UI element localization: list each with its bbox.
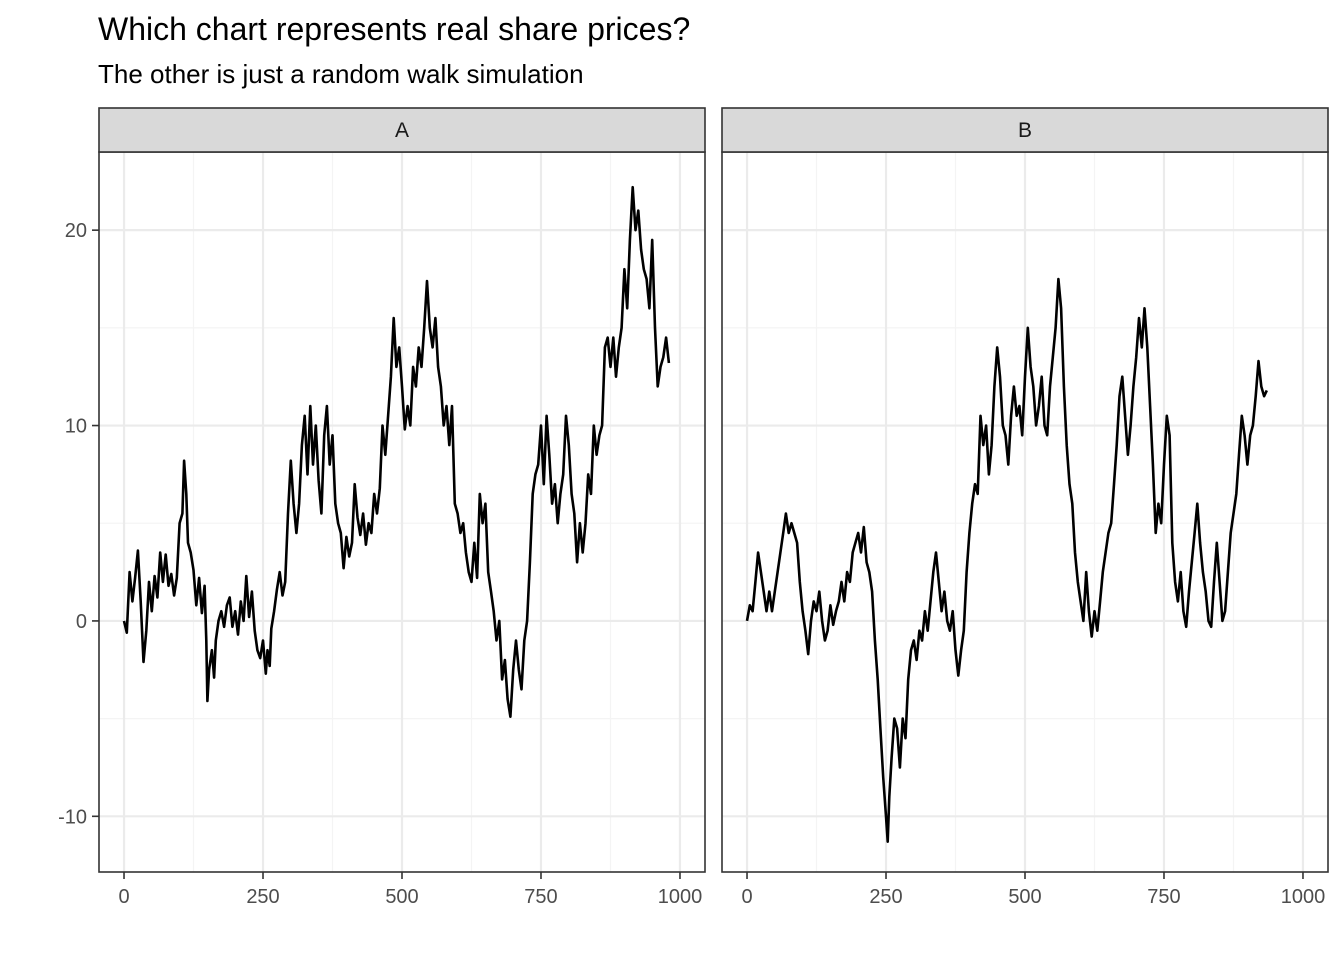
facet-strip-label: B (1018, 119, 1032, 142)
x-tick-label: 750 (524, 886, 557, 908)
y-tick-label: 0 (76, 611, 87, 633)
x-tick-label: 0 (118, 886, 129, 908)
y-tick-label: -10 (58, 806, 87, 828)
y-tick-label: 20 (65, 220, 87, 242)
series-line-b (745, 277, 1268, 843)
facet-strip-label: A (395, 119, 409, 142)
y-tick-label: 10 (65, 416, 87, 438)
x-tick-label: 250 (246, 886, 279, 908)
x-tick-label: 250 (869, 886, 902, 908)
x-tick-label: 1000 (1281, 886, 1326, 908)
facet-panel-b: B 0 250 500 750 1000 (721, 107, 1329, 908)
facet-panels: A 0 250 500 750 1000 -10 0 10 20 B 0 250 500 750 1000 (58, 107, 1329, 908)
chart-subtitle: The other is just a random walk simulati… (98, 59, 584, 89)
x-tick-label: 500 (1008, 886, 1041, 908)
chart-title: Which chart represents real share prices… (98, 11, 690, 47)
series-line-a (122, 185, 671, 718)
x-tick-label: 500 (385, 886, 418, 908)
x-tick-label: 0 (741, 886, 752, 908)
facet-strip (98, 107, 706, 153)
facet-strip (721, 107, 1329, 153)
facet-panel-a: A 0 250 500 750 1000 -10 0 10 20 (58, 107, 706, 908)
x-tick-label: 750 (1147, 886, 1180, 908)
x-tick-label: 1000 (658, 886, 703, 908)
